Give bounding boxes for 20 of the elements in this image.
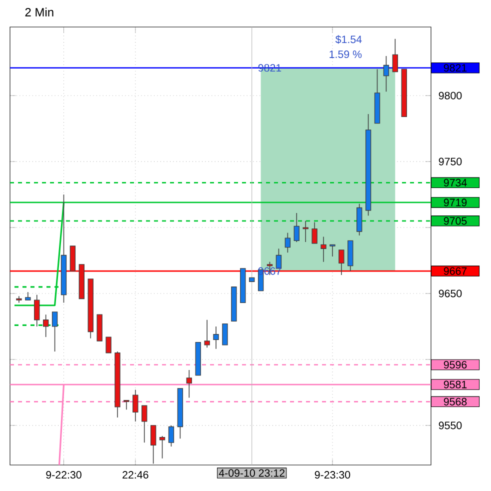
x-tick-label: 9-22:30 — [46, 471, 82, 479]
y-tick-label: 9800 — [438, 92, 462, 100]
y-tick-label: 9750 — [438, 158, 462, 166]
ref-line-label: 9734 — [444, 178, 467, 186]
ref-line-label: 9705 — [444, 217, 467, 225]
ref-line-label: 9596 — [444, 360, 467, 369]
ref-line-label: 9719 — [444, 198, 467, 206]
ref-line-label: 9821 — [444, 64, 467, 72]
ref-line-label: 9667 — [444, 267, 467, 275]
x-tick-label: 22:46 — [122, 471, 148, 479]
chart-title: 2 Min — [25, 8, 54, 16]
y-tick-label: 9550 — [438, 422, 462, 430]
annotation: 1.59 % — [330, 50, 362, 58]
annotation: $1.54 — [335, 35, 362, 44]
y-tick-label: 9650 — [438, 290, 462, 298]
x-tick-label: 9-23:30 — [314, 471, 350, 479]
ref-line-label: 9581 — [444, 380, 467, 388]
ref-line-label: 9568 — [444, 398, 467, 406]
ref-line-label: 4-09-10 23:12 — [218, 469, 284, 477]
annotation: 9821 — [258, 64, 282, 72]
